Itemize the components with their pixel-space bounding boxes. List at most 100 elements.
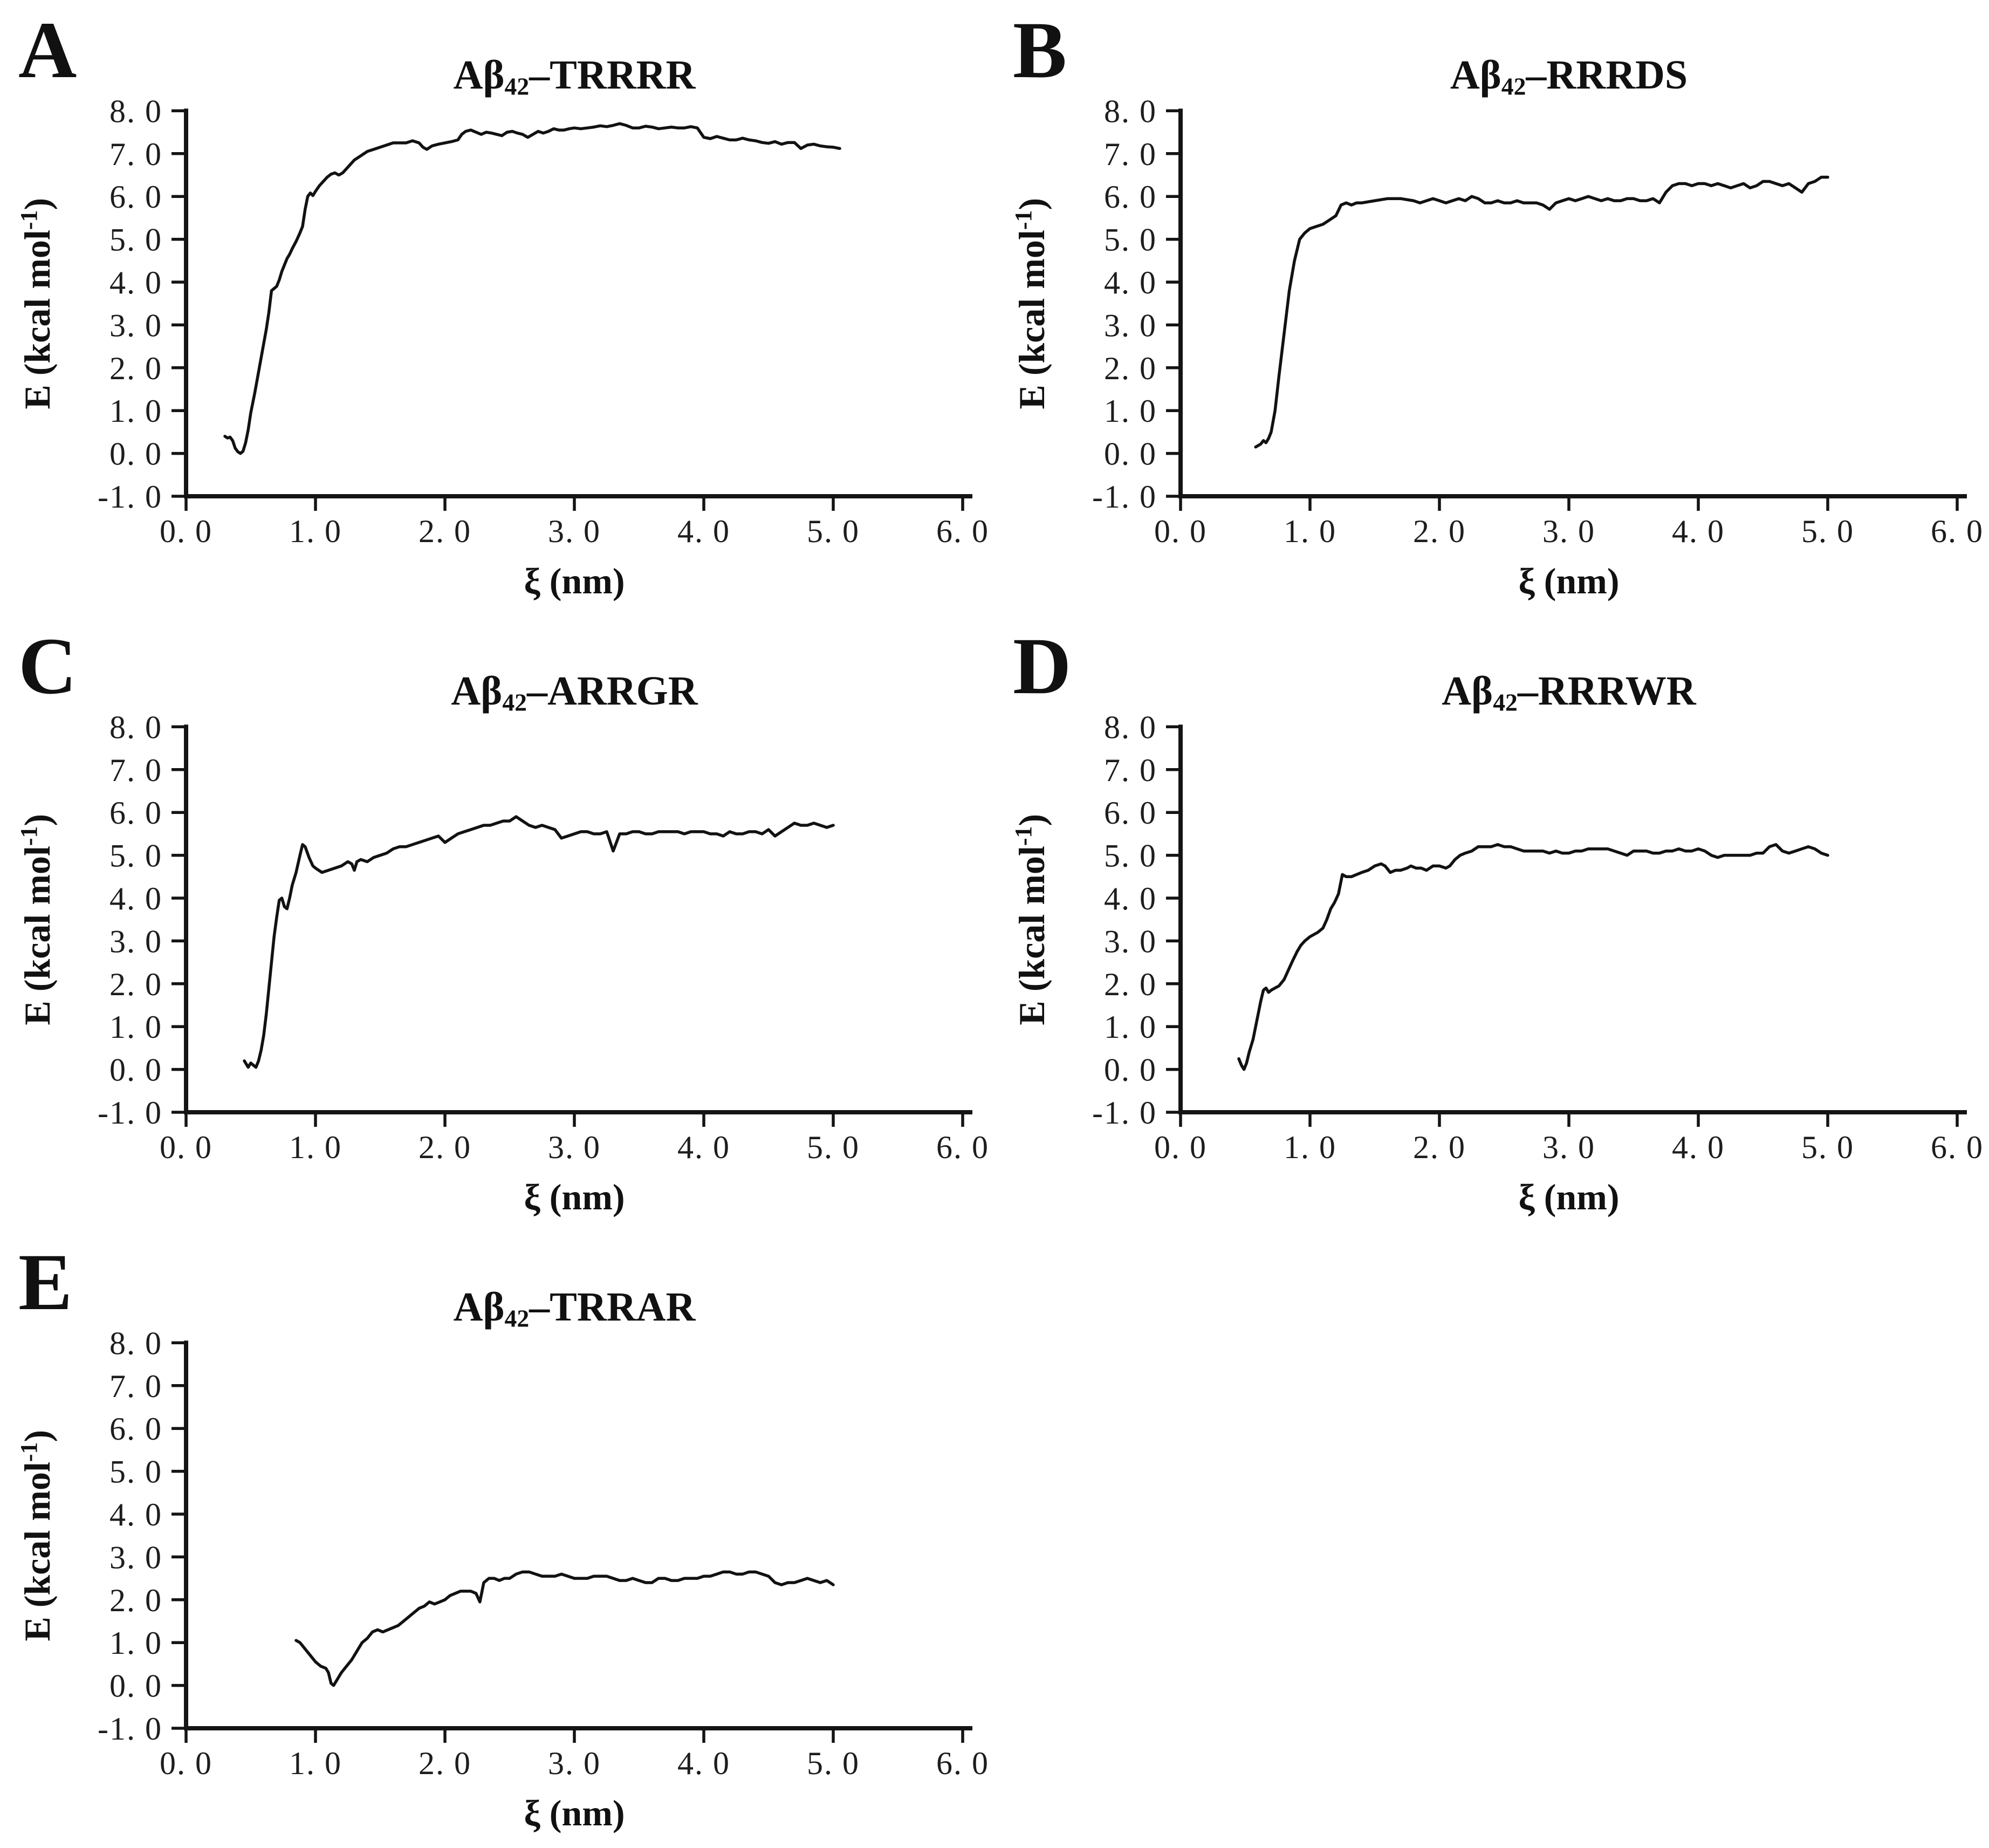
y-axis-title: E (kcal mol-1) xyxy=(1010,814,1052,1025)
y-tick-label: 2. 0 xyxy=(109,1583,162,1618)
title-prefix: Aβ xyxy=(1442,668,1493,714)
title-subscript: 42 xyxy=(1501,72,1526,100)
y-tick-label: 5. 0 xyxy=(1104,838,1157,874)
title-suffix: –TRRAR xyxy=(529,1284,696,1330)
y-tick-label: 7. 0 xyxy=(109,136,162,172)
x-tick-label: 5. 0 xyxy=(1801,514,1854,549)
x-tick-label: 4. 0 xyxy=(677,514,730,549)
y-tick-label: 7. 0 xyxy=(1104,752,1157,788)
y-tick-label: 6. 0 xyxy=(1104,795,1157,831)
panel-letter-C: C xyxy=(18,621,78,711)
x-tick-label: 1. 0 xyxy=(289,1130,342,1165)
y-tick-label: -1. 0 xyxy=(98,479,162,515)
x-tick-label: 4. 0 xyxy=(1672,514,1725,549)
line-chart-B: -1. 00. 01. 02. 03. 04. 05. 06. 07. 08. … xyxy=(1010,93,1983,601)
y-axis-title: E (kcal mol-1) xyxy=(16,814,58,1025)
y-tick-label: 4. 0 xyxy=(1104,265,1157,300)
y-axis-title: E (kcal mol-1) xyxy=(16,1430,58,1641)
y-tick-label: 5. 0 xyxy=(109,222,162,258)
line-chart-E: -1. 00. 01. 02. 03. 04. 05. 06. 07. 08. … xyxy=(16,1325,988,1833)
x-tick-label: 2. 0 xyxy=(419,514,471,549)
y-tick-label: 8. 0 xyxy=(109,709,162,745)
panel-letter-E: E xyxy=(18,1237,74,1327)
pmf-curve xyxy=(223,122,841,455)
y-tick-label: 6. 0 xyxy=(109,1411,162,1447)
y-tick-label: 4. 0 xyxy=(1104,881,1157,916)
y-tick-label: 6. 0 xyxy=(1104,179,1157,215)
x-tick-label: 5. 0 xyxy=(1801,1130,1854,1165)
panel-E: E Aβ42–TRRAR -1. 0 0. 0 1. 0 2. 0 3. 0 4. 0 5.… xyxy=(0,1232,994,1848)
y-tick-label: 4. 0 xyxy=(109,1497,162,1532)
x-tick-label: 1. 0 xyxy=(1284,514,1336,549)
y-tick-label: 3. 0 xyxy=(1104,923,1157,959)
x-axis-title: ξ (nm) xyxy=(1518,1176,1619,1217)
x-tick-label: 2. 0 xyxy=(1413,514,1466,549)
y-tick-label: 2. 0 xyxy=(1104,967,1157,1002)
chart-title-D: Aβ42–RRRWR xyxy=(1181,668,1957,716)
y-tick-label: 2. 0 xyxy=(1104,351,1157,386)
y-tick-label: 1. 0 xyxy=(109,393,162,429)
x-tick-label: 0. 0 xyxy=(160,514,212,549)
y-tick-label: 3. 0 xyxy=(109,923,162,959)
y-tick-label: 0. 0 xyxy=(1104,436,1157,472)
title-suffix: –RRRDS xyxy=(1526,52,1688,98)
y-tick-label: 0. 0 xyxy=(1104,1052,1157,1088)
line-chart-A: -1. 00. 01. 02. 03. 04. 05. 06. 07. 08. … xyxy=(16,93,989,601)
x-tick-label: 0. 0 xyxy=(1154,1130,1207,1165)
x-tick-label: 0. 0 xyxy=(160,1746,212,1781)
title-prefix: Aβ xyxy=(453,1284,505,1330)
x-tick-label: 5. 0 xyxy=(807,514,860,549)
y-tick-label: 0. 0 xyxy=(109,1052,162,1088)
y-tick-label: 3. 0 xyxy=(1104,307,1157,343)
x-tick-label: 0. 0 xyxy=(160,1130,212,1165)
x-tick-label: 6. 0 xyxy=(936,514,989,549)
pmf-curve xyxy=(294,1570,835,1687)
y-tick-label: 1. 0 xyxy=(109,1009,162,1045)
x-tick-label: 3. 0 xyxy=(548,514,601,549)
chart-title-E: Aβ42–TRRAR xyxy=(186,1284,963,1332)
y-tick-label: 0. 0 xyxy=(109,1668,162,1704)
panel-B: B Aβ42–RRRDS -1. 0 0. 0 1. 0 2. 0 3. 0 4. 0 5.… xyxy=(994,0,1989,616)
y-tick-label: 4. 0 xyxy=(109,881,162,916)
panel-letter-D: D xyxy=(1013,621,1073,711)
title-subscript: 42 xyxy=(504,1304,530,1332)
x-tick-label: 6. 0 xyxy=(936,1130,989,1165)
chart-title-C: Aβ42–ARRGR xyxy=(186,668,963,716)
chart-title-A: Aβ42–TRRRR xyxy=(186,52,963,100)
pmf-curve xyxy=(1254,175,1829,449)
y-tick-label: 5. 0 xyxy=(1104,222,1157,258)
x-tick-label: 4. 0 xyxy=(677,1130,730,1165)
y-tick-label: 8. 0 xyxy=(1104,93,1157,129)
y-tick-label: 5. 0 xyxy=(109,838,162,874)
panel-C: C Aβ42–ARRGR -1. 0 0. 0 1. 0 2. 0 3. 0 4. 0 5.… xyxy=(0,616,994,1232)
x-tick-label: 3. 0 xyxy=(548,1130,601,1165)
x-tick-label: 2. 0 xyxy=(419,1130,471,1165)
x-axis-title: ξ (nm) xyxy=(524,560,625,601)
y-tick-label: 7. 0 xyxy=(109,1368,162,1404)
y-tick-label: -1. 0 xyxy=(98,1095,162,1131)
y-axis-title: E (kcal mol-1) xyxy=(16,198,58,409)
y-tick-label: 1. 0 xyxy=(1104,1009,1157,1045)
y-tick-label: 7. 0 xyxy=(109,752,162,788)
x-tick-label: 0. 0 xyxy=(1154,514,1207,549)
y-tick-label: 6. 0 xyxy=(109,795,162,831)
y-tick-label: 3. 0 xyxy=(109,1539,162,1575)
pmf-curve xyxy=(1237,843,1829,1071)
x-axis-title: ξ (nm) xyxy=(524,1792,625,1833)
panel-letter-A: A xyxy=(18,5,78,95)
title-prefix: Aβ xyxy=(451,668,503,714)
y-tick-label: 0. 0 xyxy=(109,436,162,472)
y-tick-label: -1. 0 xyxy=(98,1711,162,1747)
x-tick-label: 6. 0 xyxy=(1931,1130,1984,1165)
x-tick-label: 4. 0 xyxy=(1672,1130,1725,1165)
y-tick-label: 3. 0 xyxy=(109,307,162,343)
line-chart-C: -1. 00. 01. 02. 03. 04. 05. 06. 07. 08. … xyxy=(16,709,989,1217)
pmf-curve xyxy=(243,815,835,1069)
x-axis-title: ξ (nm) xyxy=(524,1176,625,1217)
panel-D: D Aβ42–RRRWR -1. 0 0. 0 1. 0 2. 0 3. 0 4. 0 5.… xyxy=(994,616,1989,1232)
x-axis-title: ξ (nm) xyxy=(1518,560,1619,601)
y-tick-label: 5. 0 xyxy=(109,1454,162,1490)
title-prefix: Aβ xyxy=(453,52,505,98)
x-tick-label: 4. 0 xyxy=(677,1746,730,1781)
